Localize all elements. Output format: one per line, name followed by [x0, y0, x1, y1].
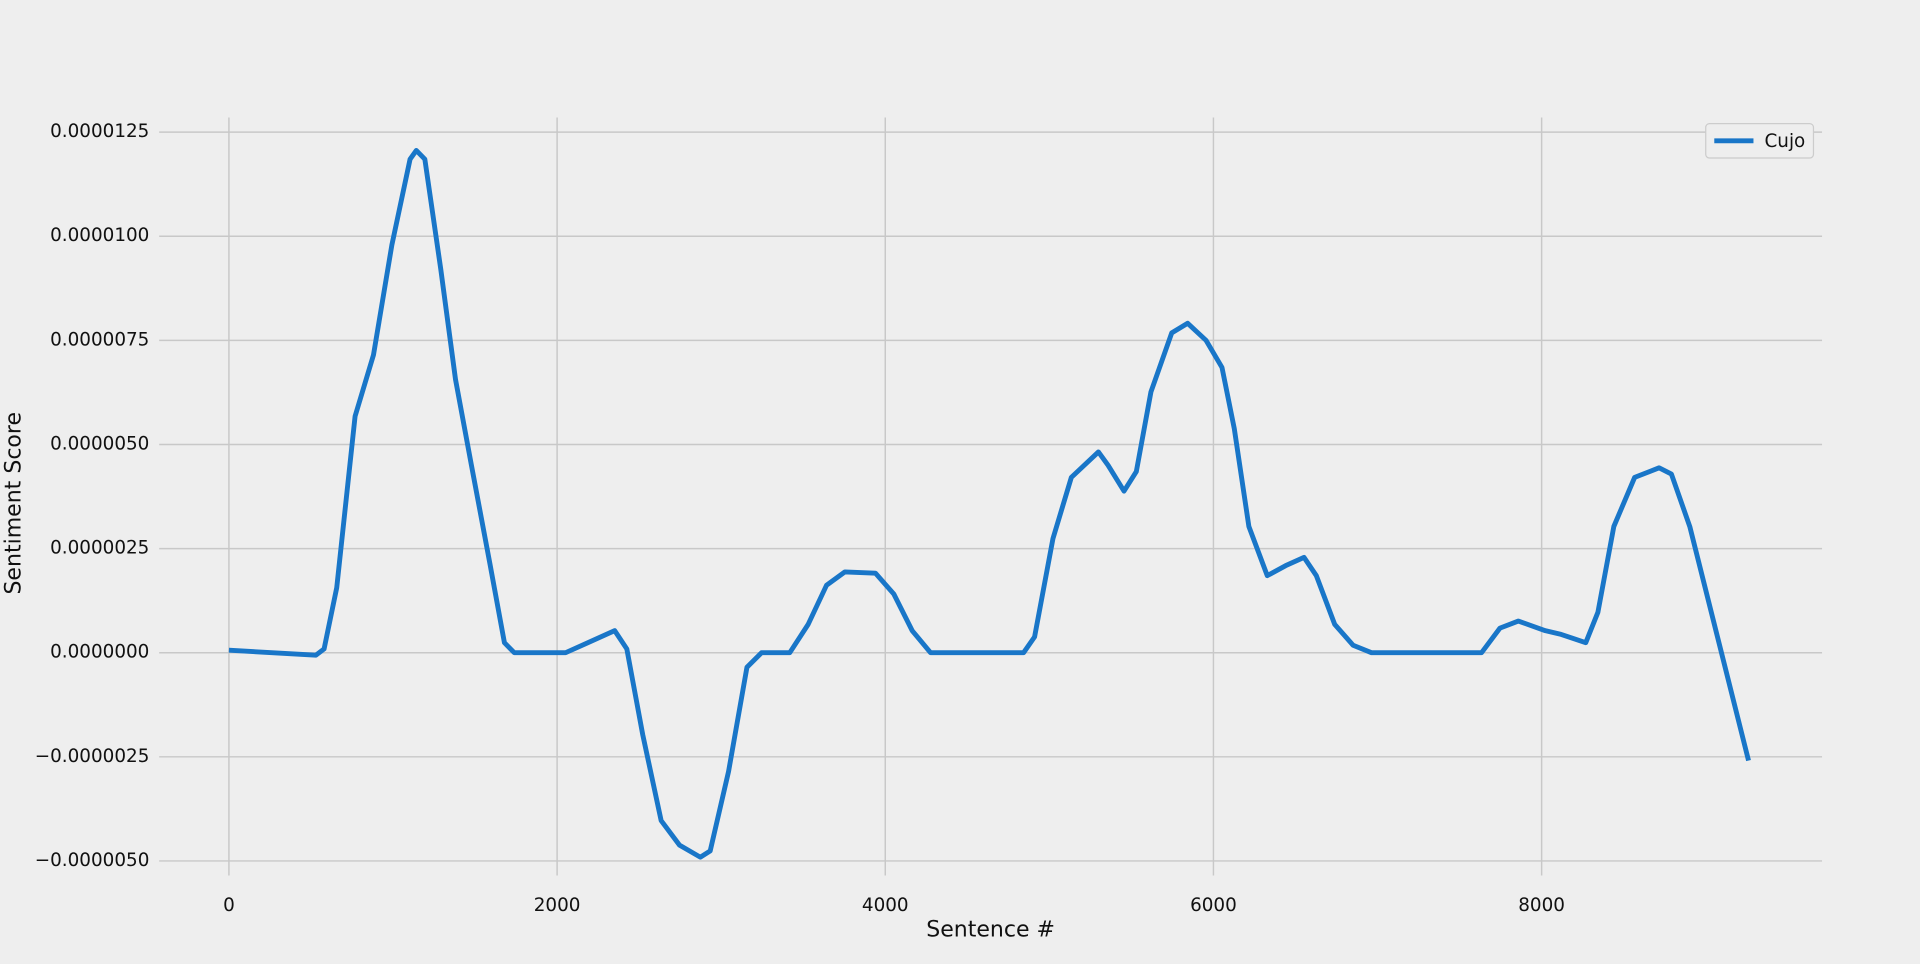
y-tick-label: −0.0000050 [35, 850, 150, 871]
y-tick-label: 0.0000000 [50, 642, 149, 663]
x-tick-label: 4000 [862, 895, 909, 916]
y-tick-label: −0.0000025 [35, 746, 150, 767]
x-axis-label: Sentence # [926, 918, 1055, 943]
y-tick-label: 0.0000100 [50, 225, 149, 246]
plot-area [228, 148, 1751, 860]
x-tick-label: 0 [223, 895, 235, 916]
legend: Cujo [1705, 123, 1815, 159]
y-tick-label: 0.0000075 [50, 329, 149, 350]
y-axis-label: Sentiment Score [2, 412, 27, 595]
line-series [228, 148, 1751, 860]
y-tick-label: 0.0000025 [50, 538, 149, 559]
legend-label: Cujo [1764, 131, 1805, 152]
x-tick-label: 8000 [1518, 895, 1565, 916]
y-tick-label: 0.0000125 [50, 121, 149, 142]
legend-box [1705, 123, 1815, 159]
grid [159, 117, 1823, 876]
x-tick-label: 2000 [534, 895, 581, 916]
y-tick-label: 0.0000050 [50, 433, 149, 454]
x-tick-label: 6000 [1190, 895, 1237, 916]
